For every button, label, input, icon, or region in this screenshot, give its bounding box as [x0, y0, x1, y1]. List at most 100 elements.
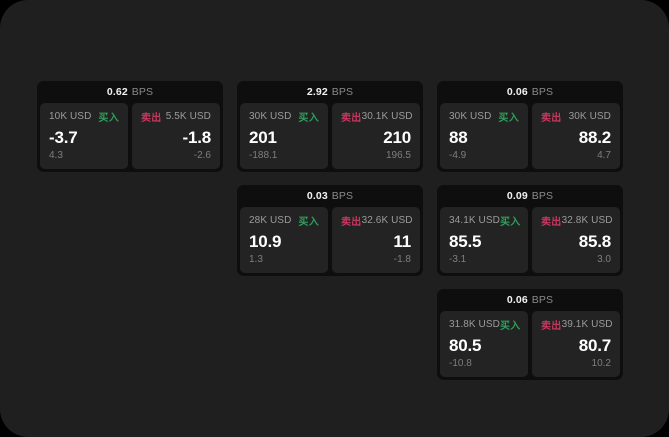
buy-main-value: 10.9 — [249, 231, 282, 251]
buy-main-value: -3.7 — [49, 127, 78, 147]
buy-side-panel[interactable]: 30K USD 买入 201 -188.1 — [240, 103, 328, 169]
bps-value: 0.62 — [106, 86, 128, 98]
buy-sub-value: -4.9 — [449, 150, 467, 161]
bps-unit-label: BPS — [331, 86, 354, 98]
quote-card[interactable]: 0.03 BPS 28K USD 买入 10.9 1.3 卖出 32.6K USD 11 -1.8 — [237, 185, 423, 276]
card-header: 0.06 BPS — [437, 289, 623, 311]
sell-main-value: 88.2 — [578, 127, 611, 147]
sell-side-header: 卖出 5.5K USD — [141, 110, 211, 124]
quote-card[interactable]: 0.62 BPS 10K USD 买入 -3.7 4.3 卖出 5.5K USD -1.8 -2.… — [37, 81, 223, 172]
sell-main-value: -1.8 — [182, 127, 212, 147]
buy-action-label[interactable]: 买入 — [499, 217, 521, 228]
sell-main-value: 210 — [383, 127, 411, 147]
buy-side-panel[interactable]: 30K USD 买入 88 -4.9 — [440, 103, 528, 169]
quote-column: 0.06 BPS 30K USD 买入 88 -4.9 卖出 30K USD 88.2 4.7 0.… — [437, 81, 623, 380]
card-header: 0.03 BPS — [237, 185, 423, 207]
quote-card[interactable]: 0.09 BPS 34.1K USD 买入 85.5 -3.1 卖出 32.8K USD 85.… — [437, 185, 623, 276]
sell-sub-value: 4.7 — [597, 150, 611, 161]
sell-action-label[interactable]: 卖出 — [541, 321, 562, 332]
sell-sub-value: -2.6 — [193, 150, 211, 161]
sell-side-panel[interactable]: 卖出 5.5K USD -1.8 -2.6 — [132, 103, 220, 169]
sell-size-label: 32.6K USD — [361, 215, 413, 226]
card-body: 31.8K USD 买入 80.5 -10.8 卖出 39.1K USD 80.7 10.2 — [437, 311, 623, 380]
buy-size-label: 30K USD — [249, 111, 292, 122]
buy-side-header: 28K USD 买入 — [249, 214, 319, 228]
buy-side-header: 30K USD 买入 — [449, 110, 519, 124]
sell-side-header: 卖出 30K USD — [541, 110, 611, 124]
bps-unit-label: BPS — [531, 294, 554, 306]
buy-side-header: 30K USD 买入 — [249, 110, 319, 124]
sell-size-label: 5.5K USD — [165, 111, 211, 122]
sell-action-label[interactable]: 卖出 — [341, 217, 362, 228]
bps-value: 0.06 — [506, 294, 528, 306]
card-header: 0.62 BPS — [37, 81, 223, 103]
buy-action-label[interactable]: 买入 — [498, 113, 519, 124]
buy-main-value: 201 — [249, 127, 277, 147]
bps-unit-label: BPS — [331, 190, 354, 202]
buy-side-panel[interactable]: 34.1K USD 买入 85.5 -3.1 — [440, 207, 528, 273]
card-header: 0.06 BPS — [437, 81, 623, 103]
buy-sub-value: -188.1 — [249, 150, 278, 161]
quote-card[interactable]: 2.92 BPS 30K USD 买入 201 -188.1 卖出 30.1K USD 210 1… — [237, 81, 423, 172]
card-header: 0.09 BPS — [437, 185, 623, 207]
sell-side-header: 卖出 32.6K USD — [341, 214, 413, 228]
buy-side-panel[interactable]: 10K USD 买入 -3.7 4.3 — [40, 103, 128, 169]
sell-sub-value: 10.2 — [591, 358, 611, 369]
buy-main-value: 80.5 — [449, 335, 482, 355]
sell-size-label: 32.8K USD — [561, 215, 613, 226]
bps-unit-label: BPS — [531, 86, 554, 98]
buy-side-header: 34.1K USD 买入 — [449, 214, 521, 228]
buy-side-panel[interactable]: 28K USD 买入 10.9 1.3 — [240, 207, 328, 273]
buy-action-label[interactable]: 买入 — [298, 113, 319, 124]
sell-action-label[interactable]: 卖出 — [541, 113, 562, 124]
sell-action-label[interactable]: 卖出 — [141, 113, 162, 124]
buy-size-label: 10K USD — [49, 111, 92, 122]
card-header: 2.92 BPS — [237, 81, 423, 103]
sell-size-label: 30K USD — [568, 111, 611, 122]
sell-side-panel[interactable]: 卖出 30.1K USD 210 196.5 — [332, 103, 420, 169]
bps-unit-label: BPS — [531, 190, 554, 202]
buy-main-value: 85.5 — [449, 231, 482, 251]
buy-side-header: 31.8K USD 买入 — [449, 318, 521, 332]
buy-action-label[interactable]: 买入 — [499, 321, 521, 332]
sell-sub-value: 196.5 — [385, 150, 411, 161]
buy-sub-value: -10.8 — [449, 358, 472, 369]
sell-side-panel[interactable]: 卖出 32.6K USD 11 -1.8 — [332, 207, 420, 273]
quote-card[interactable]: 0.06 BPS 30K USD 买入 88 -4.9 卖出 30K USD 88.2 4.7 — [437, 81, 623, 172]
buy-side-header: 10K USD 买入 — [49, 110, 119, 124]
sell-side-panel[interactable]: 卖出 39.1K USD 80.7 10.2 — [532, 311, 620, 377]
quote-card-board: 0.62 BPS 10K USD 买入 -3.7 4.3 卖出 5.5K USD -1.8 -2.… — [37, 81, 633, 380]
buy-size-label: 31.8K USD — [449, 319, 500, 330]
sell-side-header: 卖出 32.8K USD — [541, 214, 613, 228]
sell-side-panel[interactable]: 卖出 32.8K USD 85.8 3.0 — [532, 207, 620, 273]
card-body: 30K USD 买入 88 -4.9 卖出 30K USD 88.2 4.7 — [437, 103, 623, 172]
bps-value: 0.09 — [506, 190, 528, 202]
buy-sub-value: 4.3 — [49, 150, 63, 161]
sell-side-header: 卖出 30.1K USD — [341, 110, 413, 124]
card-body: 10K USD 买入 -3.7 4.3 卖出 5.5K USD -1.8 -2.6 — [37, 103, 223, 172]
buy-action-label[interactable]: 买入 — [298, 217, 319, 228]
bps-unit-label: BPS — [131, 86, 154, 98]
quote-card[interactable]: 0.06 BPS 31.8K USD 买入 80.5 -10.8 卖出 39.1K USD 80… — [437, 289, 623, 380]
sell-side-panel[interactable]: 卖出 30K USD 88.2 4.7 — [532, 103, 620, 169]
quote-column: 2.92 BPS 30K USD 买入 201 -188.1 卖出 30.1K USD 210 1… — [237, 81, 423, 276]
bps-value: 0.03 — [306, 190, 328, 202]
buy-action-label[interactable]: 买入 — [98, 113, 119, 124]
card-body: 34.1K USD 买入 85.5 -3.1 卖出 32.8K USD 85.8 3.0 — [437, 207, 623, 276]
sell-side-header: 卖出 39.1K USD — [541, 318, 613, 332]
buy-sub-value: 1.3 — [249, 254, 263, 265]
buy-side-panel[interactable]: 31.8K USD 买入 80.5 -10.8 — [440, 311, 528, 377]
sell-action-label[interactable]: 卖出 — [541, 217, 562, 228]
bps-value: 2.92 — [306, 86, 328, 98]
sell-main-value: 85.8 — [578, 231, 611, 251]
buy-size-label: 34.1K USD — [449, 215, 500, 226]
sell-main-value: 80.7 — [578, 335, 611, 355]
buy-size-label: 30K USD — [449, 111, 492, 122]
buy-sub-value: -3.1 — [449, 254, 467, 265]
buy-main-value: 88 — [449, 127, 468, 147]
sell-action-label[interactable]: 卖出 — [341, 113, 362, 124]
sell-size-label: 30.1K USD — [361, 111, 413, 122]
buy-size-label: 28K USD — [249, 215, 292, 226]
sell-size-label: 39.1K USD — [561, 319, 613, 330]
